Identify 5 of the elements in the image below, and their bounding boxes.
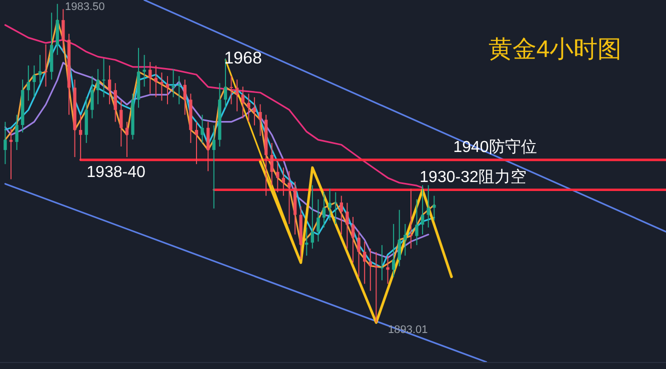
annotation: 1983.50: [65, 0, 105, 13]
annotation: 1930-32阻力空: [420, 168, 526, 186]
text: 黄金4小时图: [488, 36, 622, 63]
annotation: 1938-40: [86, 164, 146, 182]
annotation: 1968: [224, 48, 262, 68]
